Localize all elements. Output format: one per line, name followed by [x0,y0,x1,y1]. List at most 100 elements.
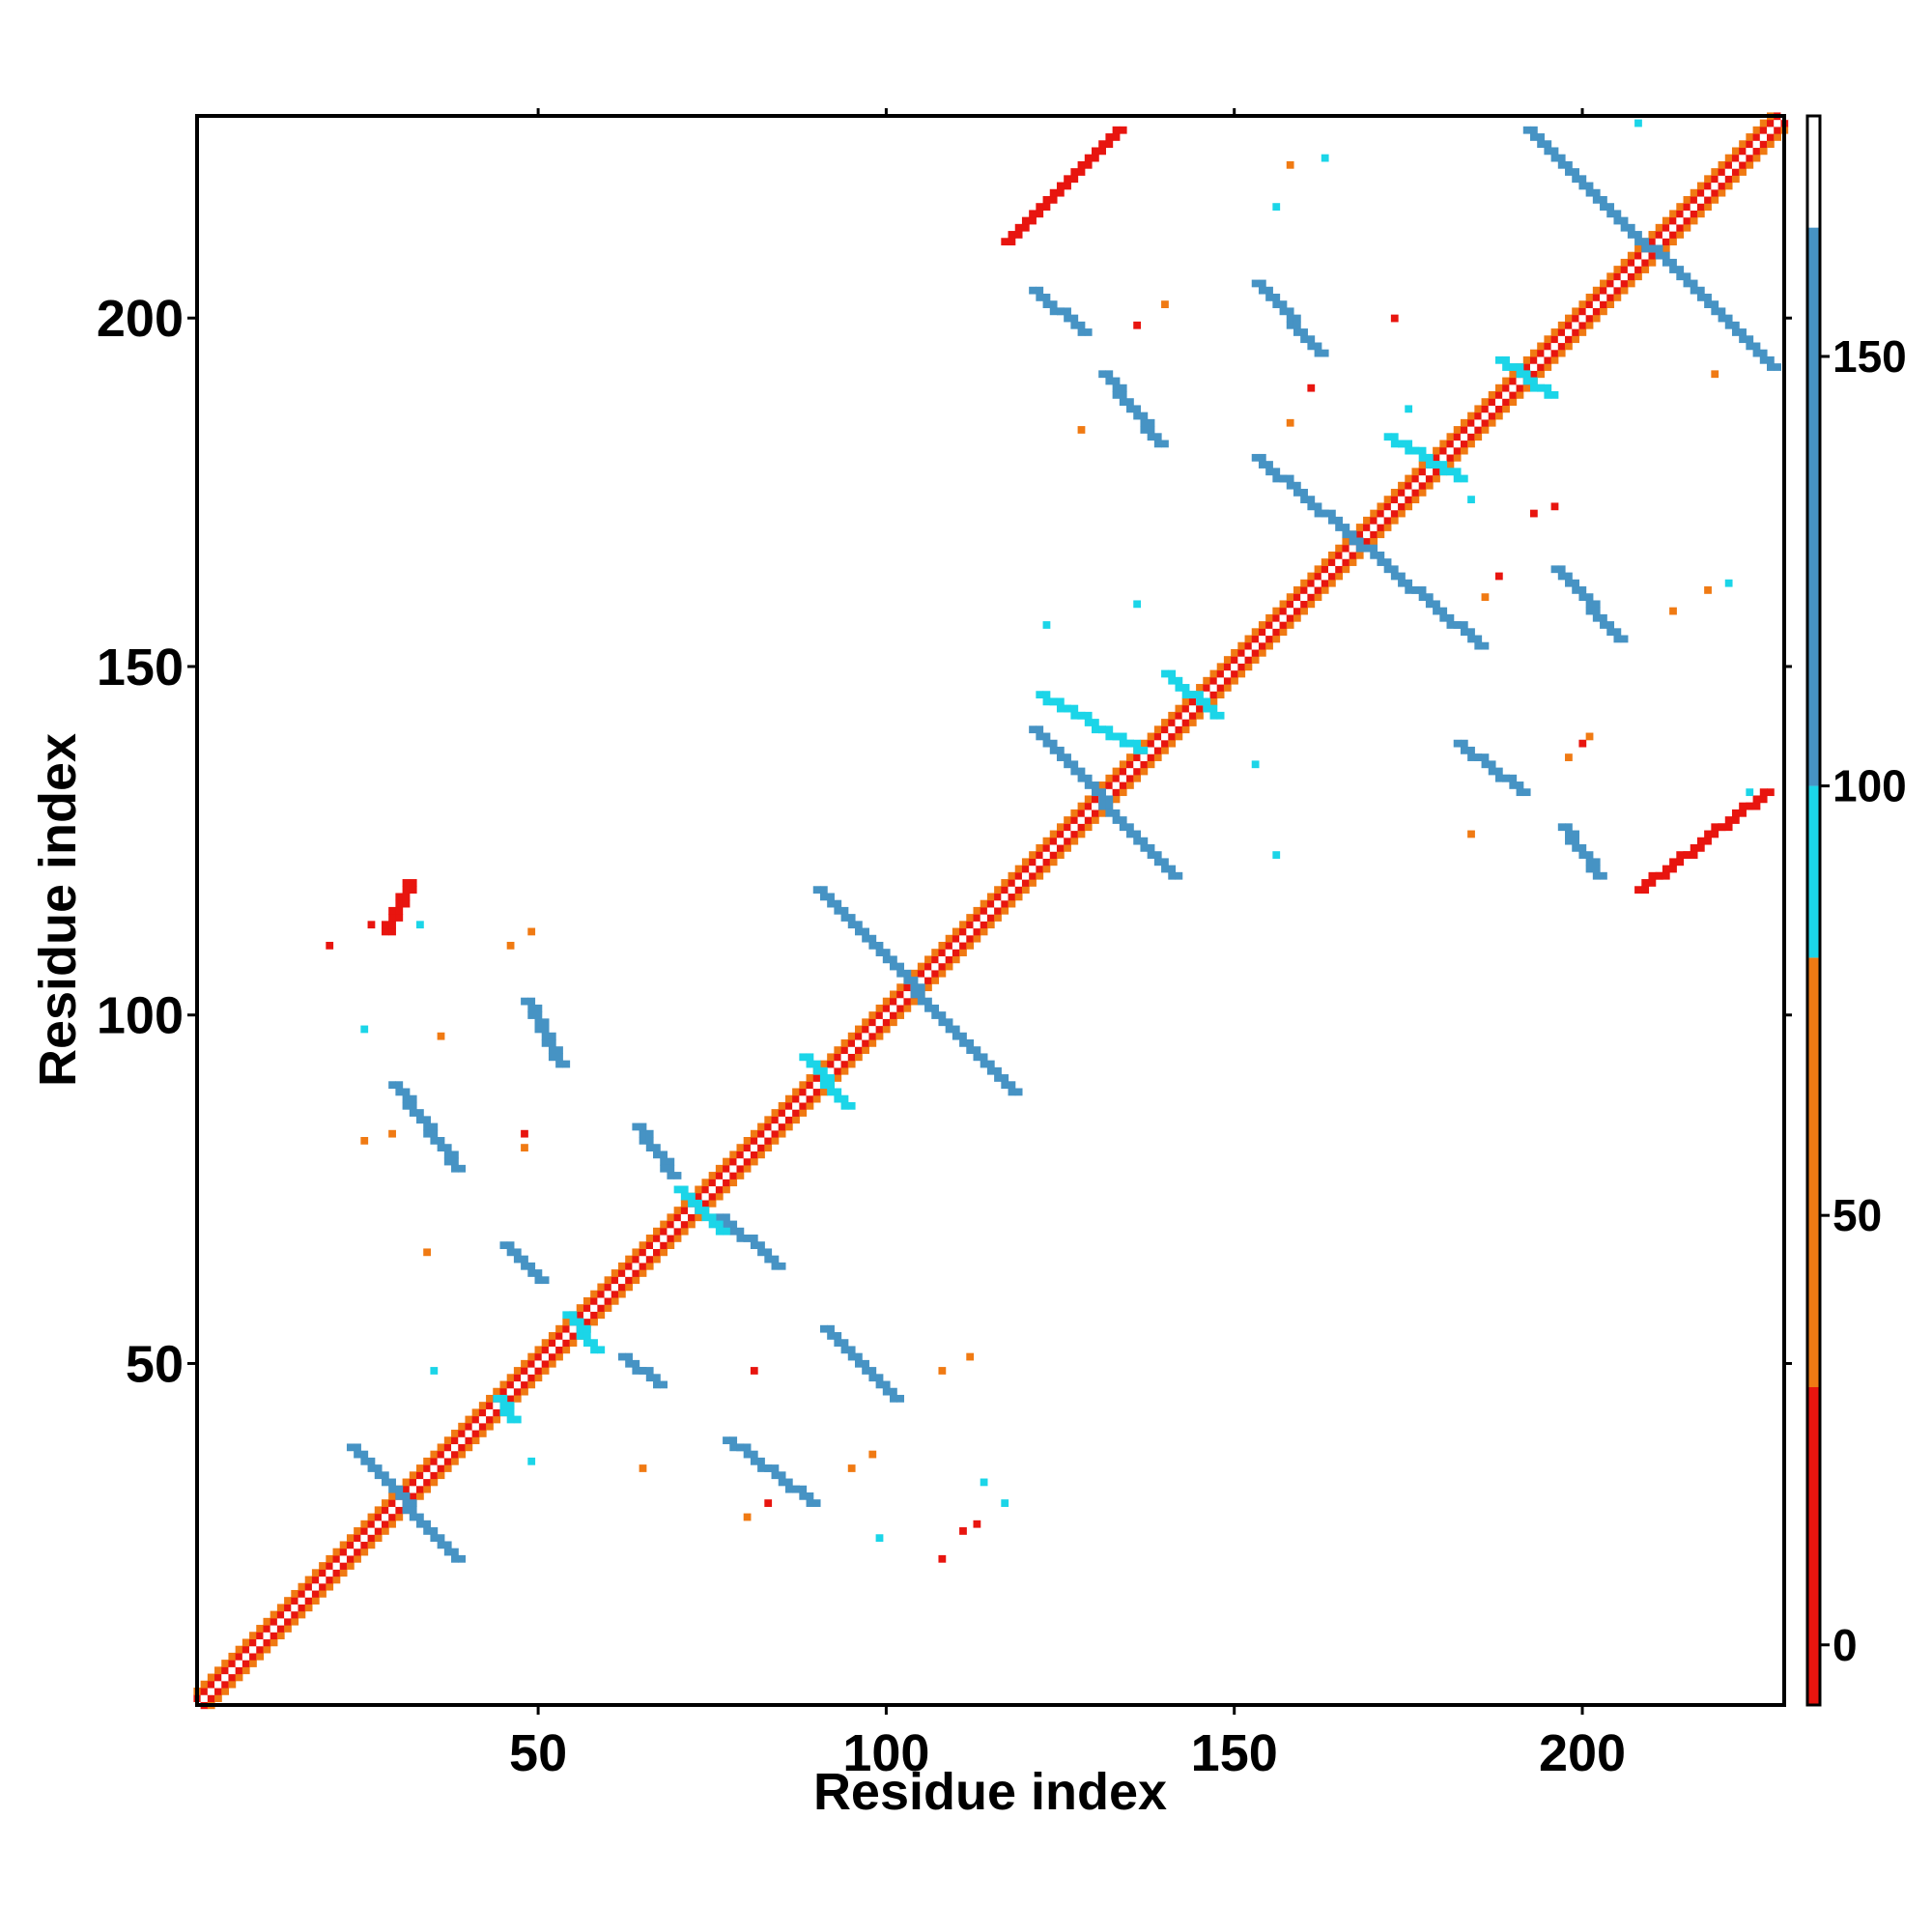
segment-cell [1746,802,1754,810]
diagonal-cell [1537,355,1545,364]
near-diagonal-cell [882,997,891,1006]
segment-cell [1711,830,1719,838]
near-diagonal-cell [1606,272,1615,281]
segment-cell [1147,843,1155,852]
near-diagonal-cell [381,1520,389,1528]
near-diagonal-cell [1293,607,1301,615]
segment-cell [1425,593,1434,602]
near-diagonal-cell [1209,669,1218,678]
near-diagonal-cell [784,1101,793,1110]
diagonal-cell [834,1060,842,1068]
near-diagonal-cell [792,1116,800,1124]
near-diagonal-cell [541,1359,550,1368]
segment-cell [409,879,417,887]
diagonal-cell [541,1352,550,1361]
near-diagonal-cell [1265,621,1273,629]
near-diagonal-cell [611,1290,619,1298]
diagonal-cell [1092,802,1099,810]
segment-cell [729,1227,738,1236]
near-diagonal-cell [1433,453,1440,462]
near-diagonal-cell [1662,216,1670,225]
segment-cell [534,1269,543,1277]
near-diagonal-cell [374,1534,383,1543]
near-diagonal-cell [1752,154,1761,162]
near-diagonal-cell [270,1638,278,1647]
segment-cell [521,1262,528,1270]
near-diagonal-cell [458,1422,467,1431]
near-diagonal-cell [882,1018,891,1027]
segment-cell [1509,363,1518,371]
point-cell [1704,586,1712,594]
segment-cell [1592,195,1601,204]
diagonal-cell [1014,879,1023,887]
segment-cell [1084,719,1093,726]
segment-cell [1049,195,1058,204]
segment-cell [1704,293,1712,301]
segment-cell [1153,851,1162,859]
near-diagonal-cell [270,1610,278,1619]
segment-cell [1147,426,1155,434]
near-diagonal-cell [840,1038,849,1047]
segment-cell [1300,328,1308,336]
diagonal-cell [1739,154,1747,162]
segment-cell [910,990,919,999]
near-diagonal-cell [708,1192,717,1201]
near-diagonal-cell [437,1464,445,1472]
segment-cell [548,1032,556,1040]
near-diagonal-cell [298,1610,306,1619]
near-diagonal-cell [458,1450,467,1459]
segment-cell [1147,433,1155,441]
near-diagonal-cell [966,914,975,922]
near-diagonal-cell [1377,524,1385,531]
segment-cell [402,899,411,908]
near-diagonal-cell [1092,795,1099,804]
segment-cell [1662,258,1670,267]
near-diagonal-cell [332,1554,341,1563]
near-diagonal-cell [1731,168,1740,176]
near-diagonal-cell [1516,384,1524,392]
near-diagonal-cell [242,1638,250,1647]
near-diagonal-cell [723,1164,730,1173]
near-diagonal-cell [1439,440,1448,448]
segment-cell [1272,293,1281,301]
near-diagonal-cell [757,1151,765,1159]
diagonal-cell [1774,119,1781,128]
near-diagonal-cell [1648,238,1657,246]
segment-cell [1070,314,1079,323]
near-diagonal-cell [1606,279,1615,288]
diagonal-cell [743,1151,752,1159]
near-diagonal-cell [388,1520,396,1528]
near-diagonal-cell [1474,405,1483,413]
near-diagonal-cell [1502,377,1510,385]
point-cell [430,1367,439,1375]
segment-cell [1370,551,1378,559]
near-diagonal-cell [374,1527,383,1535]
near-diagonal-cell [653,1248,661,1257]
segment-cell [854,1359,863,1368]
segment-cell [632,1359,640,1368]
near-diagonal-cell [743,1137,752,1145]
near-diagonal-cell [521,1359,528,1368]
diagonal-cell [388,1506,396,1515]
near-diagonal-cell [1377,502,1385,511]
segment-cell [1516,781,1524,789]
colorbar-band [1807,116,1820,228]
near-diagonal-cell [1718,188,1726,197]
segment-cell [1405,446,1413,455]
near-diagonal-cell [701,1199,710,1208]
near-diagonal-cell [1258,621,1266,629]
segment-cell [847,921,856,929]
near-diagonal-cell [952,955,960,964]
segment-cell [729,1436,738,1445]
near-diagonal-cell [1321,558,1329,566]
near-diagonal-cell [1398,502,1406,511]
colorbar-band [1807,1387,1820,1705]
near-diagonal-cell [1634,244,1642,253]
point-cell [527,1457,536,1465]
segment-cell [1724,321,1733,329]
segment-cell [1105,809,1114,817]
segment-cell [1585,607,1594,615]
segment-cell [743,1235,752,1242]
segment-cell [1070,760,1079,769]
point-cell [1133,321,1142,329]
